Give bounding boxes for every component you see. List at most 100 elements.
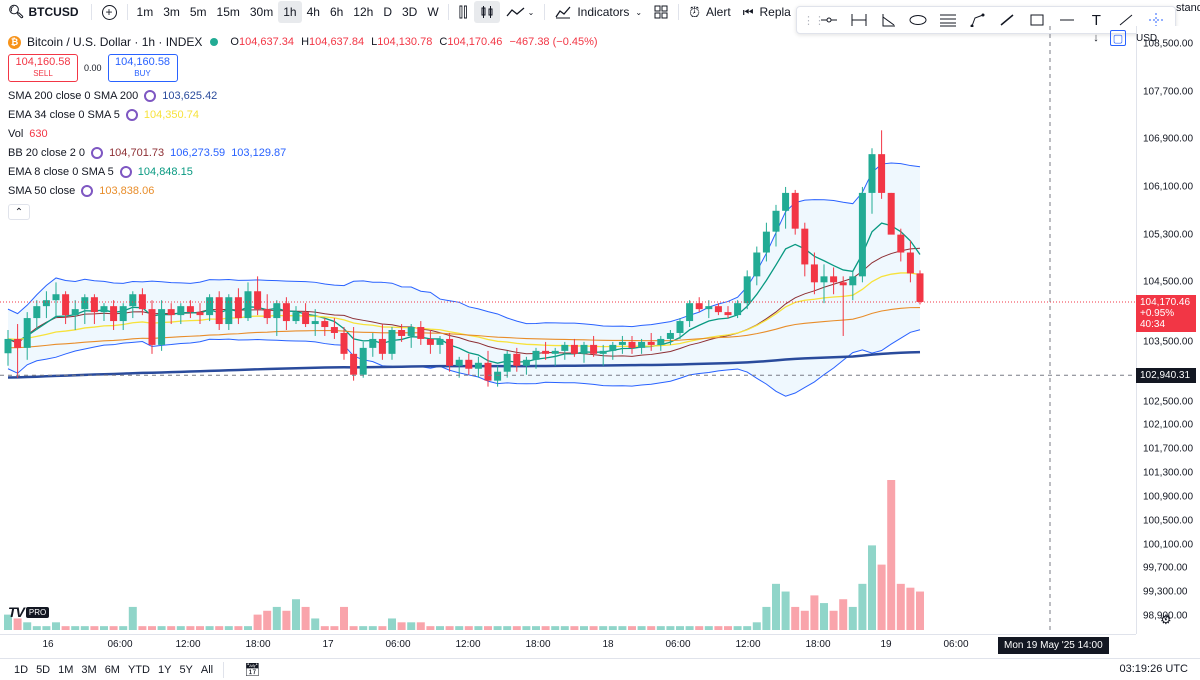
price-tick: 100,900.00 [1143, 491, 1194, 503]
alert-button[interactable]: ⏰︎ Alert [683, 4, 737, 21]
sma-200-line [7, 350, 921, 379]
volume-bar [714, 626, 723, 630]
interval-1m[interactable]: 1m [136, 5, 154, 19]
candle-body [321, 321, 329, 328]
range-1d[interactable]: 1D [14, 663, 29, 676]
compare-button[interactable]: + [96, 1, 123, 23]
range-5y[interactable]: 5Y [179, 663, 193, 676]
pitchfork-icon[interactable] [875, 9, 902, 31]
ellipse-icon[interactable] [905, 9, 932, 31]
candle-body [705, 306, 713, 310]
candle-body [62, 294, 70, 316]
indicator-row[interactable]: EMA 8 close 0 SMA 5 104,848.15 [8, 162, 602, 181]
layout-name[interactable]: stand [1176, 2, 1200, 14]
price-tick: 101,300.00 [1143, 467, 1194, 479]
arrow-down-icon[interactable]: ↓ [1093, 32, 1099, 44]
interval-3m[interactable]: 3m [163, 5, 180, 19]
volume-bar [416, 622, 425, 630]
low-value: 104,130.78 [377, 36, 433, 48]
candle-body [513, 353, 521, 366]
candle-body [196, 312, 204, 316]
interval-1h[interactable]: 1h [278, 1, 302, 23]
volume-bar [80, 626, 89, 630]
collapse-legend-button[interactable]: ⌃ [8, 204, 30, 220]
currency-icon[interactable]: ▢ [1110, 30, 1126, 46]
replay-button[interactable]: ⏮︎ Repla [737, 5, 797, 20]
time-axis[interactable]: Mon 19 May '25 14:00 16 06:00 12:00 18:00 17… [0, 634, 1136, 658]
interval-6h[interactable]: 6h [329, 5, 344, 19]
line-chart-icon [506, 7, 525, 17]
indicator-row[interactable]: BB 20 close 2 0 104,701.73 106,273.59 103,1… [8, 143, 602, 162]
candle-body [839, 282, 847, 286]
range-6m[interactable]: 6M [104, 663, 120, 676]
alarm-clock-icon: ⏰︎ [689, 3, 700, 20]
range-1y[interactable]: 1Y [157, 663, 172, 676]
volume-bar [685, 626, 694, 630]
line-style-button[interactable]: ⌄ [500, 1, 541, 23]
brush-icon[interactable] [994, 9, 1021, 31]
volume-bar [292, 599, 300, 630]
horizontal-ray-icon[interactable] [816, 9, 843, 31]
calendar-icon[interactable]: 📅︎ [244, 661, 261, 677]
interval-4h[interactable]: 4h [306, 5, 320, 19]
volume-bar [368, 626, 377, 630]
sell-button[interactable]: 104,160.58 SELL [8, 54, 78, 82]
interval-w[interactable]: W [427, 5, 439, 19]
candles-button[interactable] [473, 1, 500, 23]
horizontal-line-icon[interactable] [1053, 9, 1080, 31]
candle-body [830, 276, 838, 283]
volume-bar [637, 626, 646, 630]
indicator-row[interactable]: SMA 50 close 103,838.06 [8, 181, 602, 200]
indicator-label: SMA 200 close 0 SMA 200 [8, 89, 139, 102]
currency-select[interactable]: USD [1136, 32, 1158, 44]
buy-button[interactable]: 104,160.58 BUY [107, 54, 178, 82]
crosshair-price-label: 102,940.31 [1136, 368, 1196, 384]
range-all[interactable]: All [200, 663, 214, 676]
interval-3d[interactable]: 3D [402, 5, 418, 19]
utc-clock[interactable]: 03:19:26 UTC [1119, 663, 1188, 675]
range-3m[interactable]: 3M [81, 663, 97, 676]
lines-icon[interactable] [935, 9, 962, 31]
indicator-row[interactable]: Vol 630 [8, 124, 602, 143]
drag-handle-icon[interactable]: ⋮⋮ [803, 14, 825, 27]
settings-gear-icon[interactable]: ⚙︎ [1160, 612, 1172, 627]
candle-body [484, 362, 492, 381]
volume-bar [848, 606, 857, 630]
pro-badge: PRO [25, 606, 50, 618]
chart-pane[interactable]: ₿ Bitcoin / U.S. Dollar · 1h · INDEX O10… [0, 26, 1200, 658]
time-tick: 06:00 [107, 639, 133, 650]
candle-body [647, 341, 655, 345]
candle-body [743, 276, 751, 304]
interval-15m[interactable]: 15m [216, 5, 240, 19]
loading-icon [119, 165, 132, 178]
volume-bar [42, 626, 51, 630]
date-range-icon[interactable] [846, 9, 873, 31]
candle-body [542, 350, 550, 354]
bollinger-lower-line [7, 329, 921, 397]
interval-d[interactable]: D [383, 5, 392, 19]
indicator-row[interactable]: EMA 34 close 0 SMA 5 104,350.74 [8, 105, 602, 124]
text-icon[interactable]: T [1091, 11, 1101, 29]
candle-body [686, 303, 694, 322]
trend-line-icon[interactable] [1113, 9, 1140, 31]
interval-12h[interactable]: 12h [353, 5, 374, 19]
interval-5m[interactable]: 5m [189, 5, 207, 19]
volume-bar [522, 626, 531, 630]
indicators-button[interactable]: Indicators ⌄ [549, 5, 648, 19]
rectangle-icon[interactable] [1024, 9, 1051, 31]
range-1m[interactable]: 1M [58, 663, 74, 676]
price-tick: 104,500.00 [1143, 276, 1194, 288]
indicator-row[interactable]: SMA 200 close 0 SMA 200 103,625.42 [8, 86, 602, 105]
interval-30m[interactable]: 30m [249, 5, 274, 19]
range-5d[interactable]: 5D [36, 663, 51, 676]
templates-button[interactable] [648, 1, 674, 23]
bar-style-button[interactable]: ⫿⫿ [453, 1, 474, 23]
price-chart[interactable] [0, 26, 1136, 634]
candle-body [244, 291, 252, 319]
path-icon[interactable] [964, 9, 991, 31]
candles-icon [481, 6, 493, 18]
volume-bar [23, 622, 32, 630]
time-tick: 06:00 [385, 639, 411, 650]
symbol-search[interactable]: 🔍︎ BTCUSD [0, 0, 87, 24]
range-ytd[interactable]: YTD [127, 663, 150, 676]
